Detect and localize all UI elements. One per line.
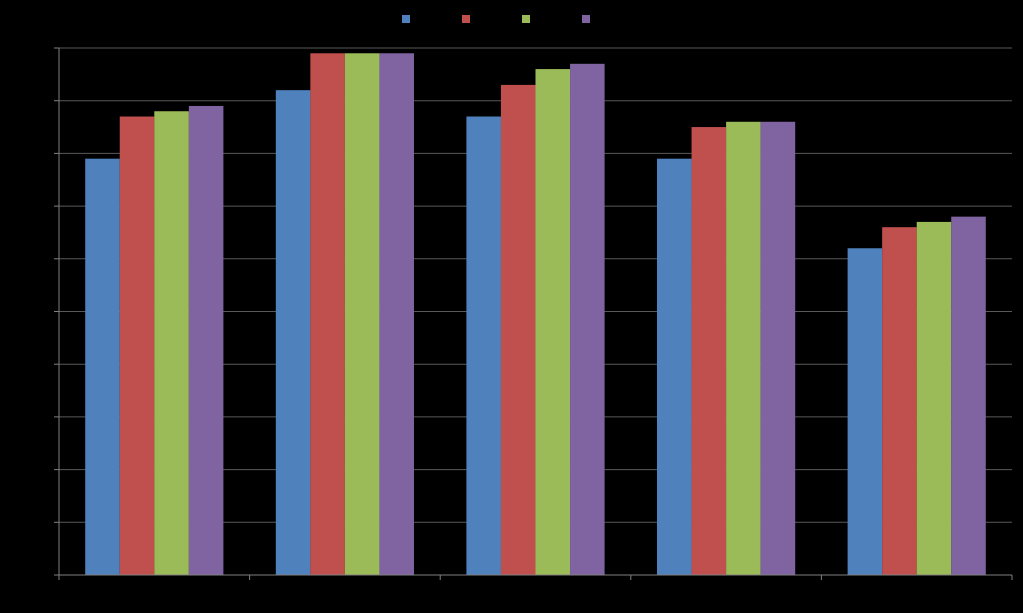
bar-series-4	[951, 216, 986, 575]
bar-series-1	[657, 158, 692, 576]
legend-marker-series-3	[522, 15, 530, 23]
bar-series-4	[570, 63, 605, 576]
bars	[85, 53, 986, 576]
bar-series-2	[691, 127, 727, 576]
bar-series-2	[310, 53, 345, 575]
legend-marker-series-4	[582, 15, 590, 23]
bar-series-3	[916, 221, 952, 575]
bar-series-3	[154, 111, 189, 576]
bar-series-1	[847, 248, 883, 575]
bar-series-3	[726, 121, 761, 575]
bar-series-1	[85, 158, 120, 576]
bar-series-3	[344, 53, 380, 575]
bar-series-4	[188, 105, 224, 575]
legend	[402, 15, 590, 23]
bar-series-1	[466, 116, 501, 575]
bar-series-1	[275, 90, 311, 575]
legend-marker-series-1	[402, 15, 410, 23]
bar-series-2	[500, 84, 536, 575]
legend-marker-series-2	[462, 15, 470, 23]
bar-series-2	[882, 227, 917, 575]
bar-series-4	[379, 53, 414, 575]
bar-series-4	[760, 121, 796, 575]
bar-series-3	[535, 69, 571, 575]
axes	[54, 47, 1013, 580]
bar-series-2	[119, 116, 155, 575]
